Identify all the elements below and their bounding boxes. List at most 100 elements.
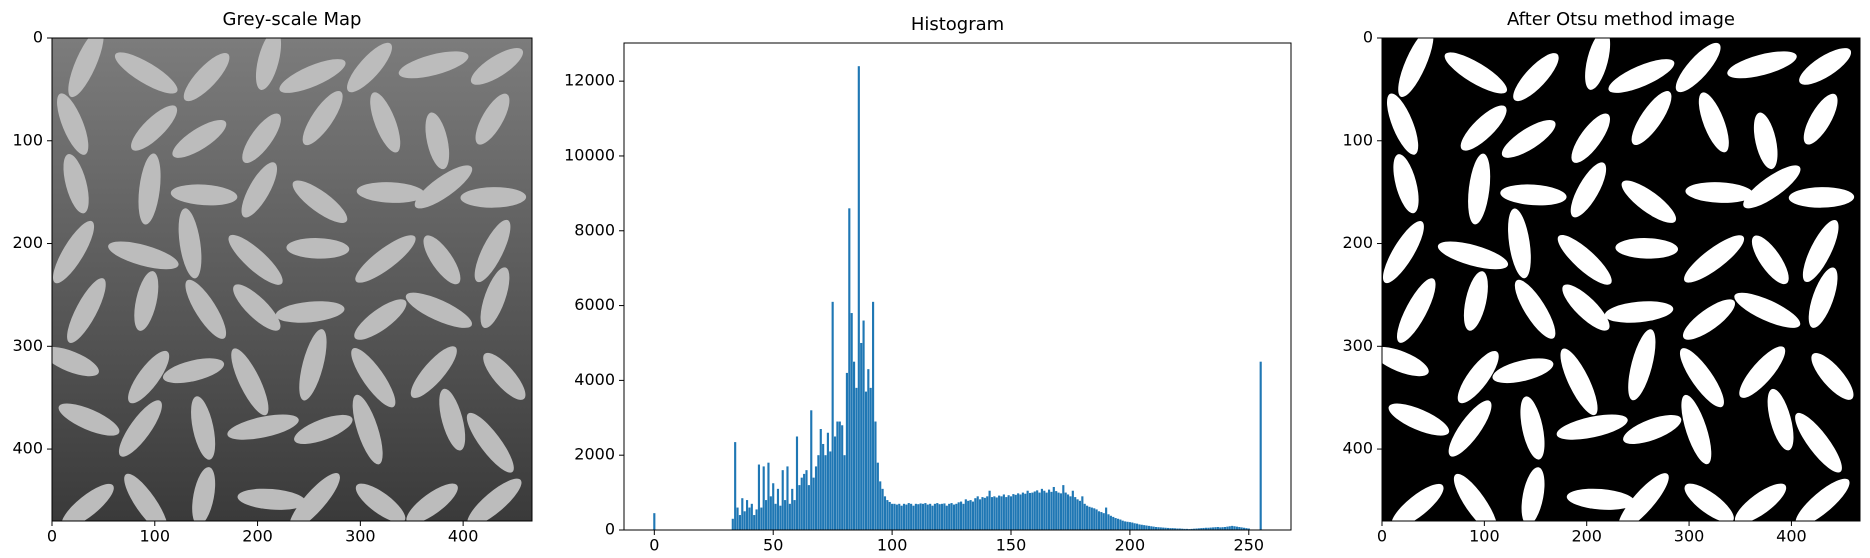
bar — [895, 504, 898, 530]
rice-grain — [1727, 51, 1797, 79]
bar — [805, 470, 808, 530]
bar — [891, 503, 894, 530]
rice-grain — [1514, 279, 1556, 339]
bar — [872, 301, 875, 530]
bar — [1036, 490, 1039, 530]
axes-frame — [1381, 37, 1861, 522]
bar — [893, 503, 896, 530]
bar — [948, 503, 951, 530]
bar — [964, 499, 967, 530]
bar — [734, 442, 737, 530]
bar — [1231, 525, 1234, 530]
bar — [803, 473, 806, 530]
y-tick-label: 100 — [1342, 130, 1373, 149]
bar — [998, 495, 1001, 530]
bar — [833, 436, 837, 530]
bar — [969, 500, 972, 530]
bar — [836, 421, 839, 530]
bar — [943, 503, 946, 530]
bar — [750, 503, 753, 530]
bar — [905, 504, 908, 530]
bar — [788, 503, 791, 530]
rice-grain — [1556, 414, 1628, 440]
bar — [898, 503, 901, 530]
bar — [1097, 511, 1101, 530]
bar — [967, 500, 970, 530]
rice-grain — [347, 42, 392, 93]
rice-grain — [61, 483, 114, 521]
bar — [1088, 506, 1091, 530]
y-tick-label: 100 — [12, 130, 43, 149]
rice-grain — [124, 473, 168, 521]
bar — [1116, 518, 1120, 530]
rice-grain — [1751, 235, 1789, 285]
rice-grain — [1393, 154, 1419, 214]
rice-grain — [406, 483, 458, 521]
bar — [1055, 491, 1058, 530]
y-tick-label: 6000 — [574, 295, 615, 314]
y-tick-label: 4000 — [574, 370, 615, 389]
bar — [753, 515, 756, 530]
bar — [1138, 524, 1141, 530]
bar — [1112, 516, 1115, 530]
bar — [952, 504, 956, 530]
bar — [962, 503, 965, 530]
axes-title: After Otsu method image — [1507, 9, 1735, 30]
bar — [993, 496, 996, 530]
y-tick-label: 12000 — [564, 71, 615, 90]
bar — [1193, 528, 1196, 530]
bar — [907, 503, 910, 530]
bar — [779, 505, 782, 530]
y-tick-label: 8000 — [574, 220, 615, 239]
rice-grain — [410, 346, 457, 399]
rice-grain — [233, 284, 281, 331]
rice-grain — [483, 352, 526, 400]
bar — [850, 313, 853, 530]
rice-grain — [128, 350, 170, 404]
bar — [1226, 526, 1229, 530]
bar — [1024, 493, 1027, 530]
rice-grain — [1621, 180, 1677, 223]
bar — [912, 505, 915, 530]
bar — [910, 503, 913, 530]
bar — [1100, 512, 1103, 530]
bar — [848, 208, 851, 530]
rice-grain — [114, 52, 178, 94]
bar — [1102, 513, 1105, 530]
bar — [1014, 494, 1017, 530]
bar — [1145, 525, 1148, 530]
bar — [1247, 528, 1250, 530]
image — [52, 38, 532, 521]
bar — [1150, 526, 1153, 530]
bar — [829, 451, 832, 530]
bar — [938, 504, 941, 530]
bar — [1183, 528, 1186, 530]
bar — [990, 497, 994, 530]
bar — [981, 497, 984, 530]
rice-grain — [405, 292, 473, 328]
y-tick-label: 10000 — [564, 145, 615, 164]
x-tick-label: 0 — [1377, 527, 1387, 546]
bar — [765, 500, 768, 530]
bar — [1147, 525, 1150, 530]
rice-grain — [1684, 235, 1745, 283]
y-tick-label: 200 — [12, 233, 43, 252]
rice-grain — [1492, 358, 1554, 384]
rice-grain — [242, 113, 281, 163]
rice-grain — [1500, 184, 1567, 206]
bar — [738, 515, 741, 530]
y-tick-label: 400 — [12, 439, 43, 458]
bar — [945, 505, 948, 530]
rice-grain — [227, 414, 299, 440]
rice-grain — [1698, 92, 1729, 153]
rice-grain — [1623, 414, 1682, 445]
rice-grain — [1508, 208, 1531, 279]
bar — [883, 496, 887, 530]
bar — [743, 511, 746, 530]
rice-grain — [1684, 483, 1734, 521]
rice-grain — [1795, 412, 1842, 473]
bar — [1105, 507, 1108, 530]
rice-grain — [475, 93, 510, 145]
rice-grain — [1618, 473, 1669, 521]
